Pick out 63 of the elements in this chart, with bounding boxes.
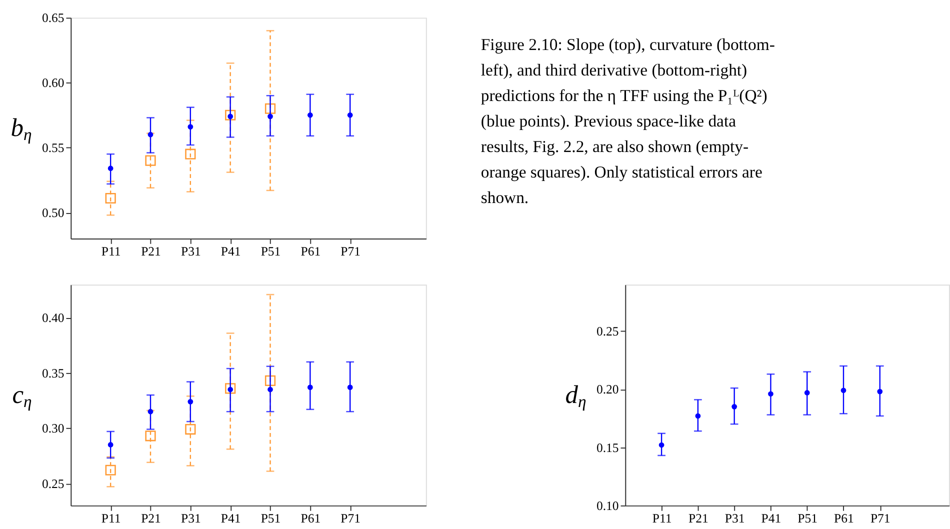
x-tick-label: P51	[260, 244, 281, 259]
y-tick-label: 0.55	[42, 141, 64, 156]
x-tick-label: P51	[798, 512, 818, 526]
point	[108, 442, 114, 448]
point	[804, 390, 810, 396]
point	[145, 430, 156, 442]
y-tick-label: 0.60	[42, 76, 64, 90]
point	[185, 424, 196, 435]
point	[658, 442, 664, 448]
x-tick-label: P71	[870, 512, 890, 526]
y-tick-label: 0.25	[596, 324, 619, 339]
x-tick-label: P11	[652, 512, 672, 526]
point	[732, 404, 738, 410]
x-tick-label: P51	[260, 512, 281, 526]
point	[264, 375, 276, 386]
x-tick-label: P21	[141, 512, 161, 526]
point	[225, 383, 236, 394]
point	[307, 384, 313, 390]
point	[225, 110, 236, 120]
point	[768, 391, 774, 397]
x-tick-label: P61	[300, 244, 321, 259]
x-tick-label: P31	[180, 512, 201, 526]
y-tick-label: 0.65	[42, 11, 64, 26]
point	[105, 464, 116, 476]
y-tick-label: 0.50	[42, 206, 64, 220]
x-tick-label: P41	[220, 512, 241, 526]
x-tick-label: P31	[180, 244, 201, 259]
y-tick-label: 0.15	[596, 440, 619, 455]
point	[145, 155, 156, 166]
x-tick-label: P61	[300, 512, 321, 526]
point	[108, 166, 114, 172]
y-tick-label: 0.35	[42, 366, 64, 380]
point	[185, 148, 196, 160]
x-tick-label: P21	[688, 512, 708, 526]
point	[877, 388, 883, 394]
x-tick-label: P11	[101, 512, 121, 526]
point	[148, 132, 154, 138]
point	[188, 398, 194, 404]
x-tick-label: P61	[834, 512, 854, 526]
x-tick-label: P31	[724, 512, 745, 526]
point	[148, 408, 154, 414]
point	[347, 112, 353, 118]
y-tick-label: 0.20	[596, 382, 619, 397]
y-tick-label: 0.25	[42, 476, 64, 491]
point	[268, 386, 273, 392]
caption: Figure 2.10: Slope (top), curvature (bottom-left), and third derivative (bottom-right) predictions for the η TFF using the P₁ᴸ(Q²) (blue points). Previous space-like data results, Fig. 2.2, are also shown (empty-orange squares). Only statistical errors are shown.	[480, 35, 775, 208]
point	[347, 384, 353, 390]
x-tick-label: P41	[220, 244, 241, 259]
x-tick-label: P71	[340, 244, 360, 259]
point	[264, 103, 276, 114]
x-tick-label: P21	[141, 244, 161, 259]
point	[840, 388, 846, 394]
point	[188, 124, 194, 130]
y-tick-label: 0.30	[42, 422, 64, 436]
x-tick-label: P41	[761, 512, 782, 526]
point	[695, 413, 701, 419]
point	[268, 114, 273, 120]
x-tick-label: P11	[101, 244, 121, 259]
point	[105, 192, 116, 204]
point	[307, 112, 313, 118]
y-tick-label: 0.10	[596, 498, 619, 513]
y-tick-label: 0.40	[42, 311, 64, 326]
x-tick-label: P71	[340, 512, 360, 526]
